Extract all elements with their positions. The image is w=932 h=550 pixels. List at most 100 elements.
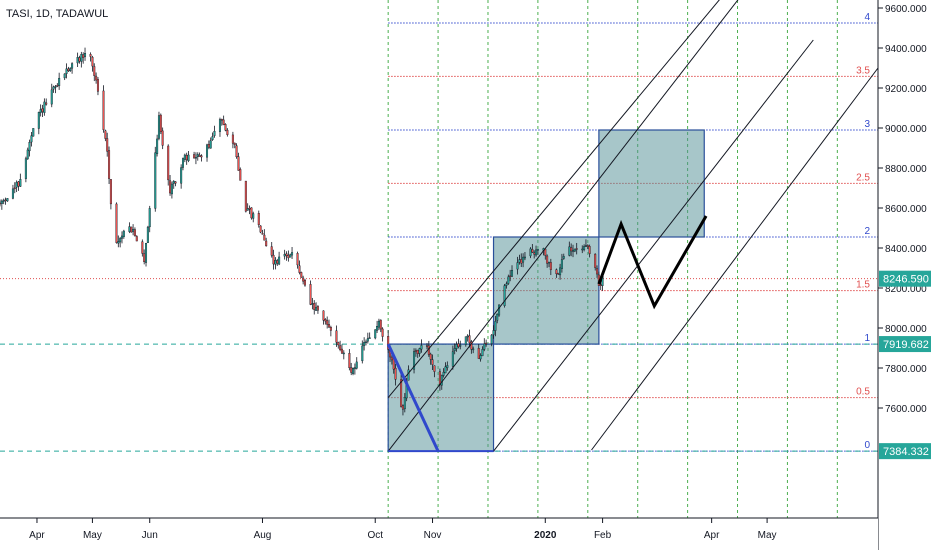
last-price-badge: 8246.590 [883,274,929,286]
candle-body [494,321,497,331]
candle-body [159,114,162,132]
candle-body [76,57,79,64]
candle-body [401,405,404,410]
candle-body [438,371,441,385]
candle-body [261,233,264,235]
candle-body [246,208,249,211]
fib-level-label: 1 [864,333,870,344]
candle-body [350,367,353,373]
candle-body [298,265,301,273]
price-axis-ticks: 7600.000 7800.000 8000.000 8200.000 8400.000… [878,4,927,415]
candle-body [498,304,501,316]
candle-body [322,310,325,321]
candle-body [546,255,549,264]
candle-body [455,344,458,349]
price-tick-label: 9000.000 [885,124,927,135]
candle-body [496,313,499,321]
candle-body [117,241,120,244]
candle-body [403,397,406,410]
candle-body [407,369,410,381]
candle-body [316,306,319,311]
candle-body [335,330,338,343]
candle-body [529,248,532,257]
candle-body [244,180,247,212]
candle-body [562,256,565,259]
candle-body [431,359,434,365]
candle-body [270,246,273,256]
candle-body [507,276,510,284]
time-tick-label: May [758,530,777,541]
last-price-badge-bg [879,270,931,287]
channel-line [591,67,879,451]
candle-body [533,252,536,255]
candle-body [122,230,125,237]
channel-lines [387,0,879,452]
candle-body [560,259,563,269]
candle-body [272,254,275,265]
candle-body [141,241,144,254]
candle-body [156,138,159,155]
candle-body [52,86,55,90]
time-axis[interactable]: Apr May Jun Aug Oct Nov 2020 Feb Apr May [0,517,878,550]
candle-body [490,334,493,344]
candle-body [342,352,345,355]
candle-body [130,226,133,233]
candle-body [596,268,599,275]
candle-body [169,180,172,194]
candle-body [429,353,432,360]
candle-body [547,261,550,264]
candle-body [535,249,538,256]
candle-body [477,347,480,359]
candle-body [531,249,534,253]
candle-body [536,249,539,251]
candle-body [213,130,216,136]
fib-level-label: 4 [864,12,870,23]
candle-body [339,345,342,350]
candle-body [442,371,445,376]
candle-body [237,156,240,171]
candle-body [366,338,369,342]
fib-level-label: 2.5 [856,172,870,183]
candle-body [413,351,416,370]
time-axis-ticks: Apr May Jun Aug Oct Nov 2020 Feb Apr May [29,518,777,541]
candle-body [573,248,576,252]
candle-body [374,329,377,339]
fib-level-label: 3 [864,119,870,130]
price-tick-label: 8200.000 [885,284,927,295]
candle-body [363,342,366,346]
candle-body [196,154,199,157]
candle-body [328,324,331,328]
candle-body [418,348,421,354]
candle-body [200,155,203,158]
price-axis[interactable]: 7600.000 7800.000 8000.000 8200.000 8400.000… [877,0,932,550]
candle-body [174,181,177,184]
candle-body [557,272,560,275]
candle-body [394,367,397,380]
time-tick-label: Oct [367,530,383,541]
time-tick-label: Feb [594,530,612,541]
candle-body [119,238,122,243]
candle-body [263,234,266,241]
level-badge-bg [879,443,931,460]
candle-body [361,345,364,362]
projection-box [598,129,705,238]
candle-body [17,181,20,187]
candle-body [518,259,521,263]
candle-body [43,101,46,113]
candle-body [544,248,547,256]
candle-body [143,253,146,263]
candle-body [324,319,327,322]
candle-body [41,108,44,113]
candle-body [248,207,251,210]
candle-body [235,145,238,158]
candle-body [584,245,587,247]
fib-level-label: 1.5 [856,280,870,291]
candle-body [572,250,575,252]
candle-body [440,375,443,386]
time-tick-label: Apr [29,530,45,541]
level-badge: 7384.332 [883,446,929,458]
candle-body [555,269,558,274]
candle-body [11,188,14,199]
price-badges: 7919.682 7384.332 8246.590 [879,270,931,460]
